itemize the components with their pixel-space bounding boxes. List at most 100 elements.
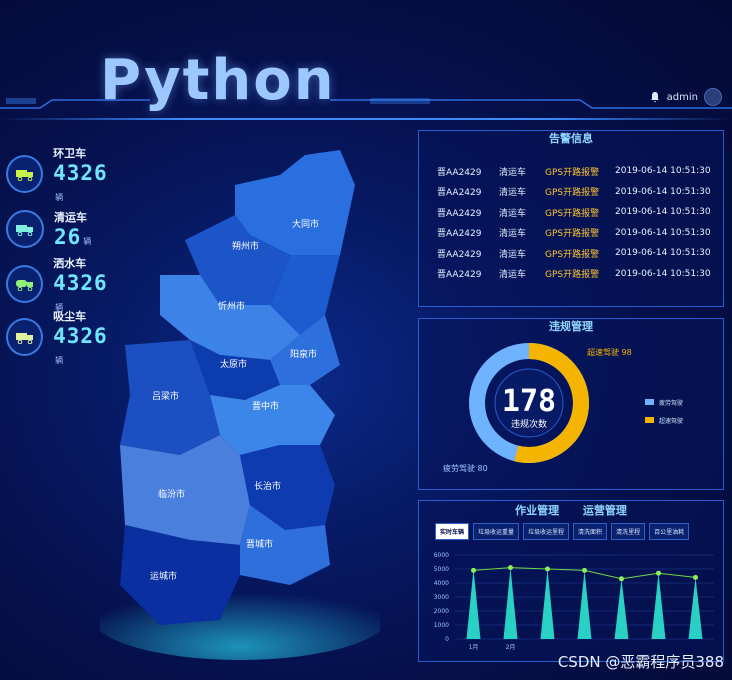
alarm-time: 2019-06-14 10:51:30 [615,227,711,238]
region-jincheng[interactable] [240,505,330,585]
alarm-row[interactable]: 晋AA2429 清运车 GPS开路报警 2019-06-14 10:51:30 [419,243,723,264]
stat-unit: 辆 [55,192,64,202]
violation-donut: 178 违规次数 超速驾驶 98 疲劳驾驶 80 疲劳驾驶 超速驾驶 [443,343,683,473]
map-label: 阳泉市 [290,348,317,360]
alarm-type: 清运车 [499,249,527,260]
map-label: 大同市 [292,218,319,230]
alarm-time: 2019-06-14 10:51:30 [615,207,711,218]
alarm-row[interactable]: 晋AA2429 清运车 GPS开路报警 2019-06-14 10:51:30 [419,161,723,182]
chart-point [471,567,476,573]
sprinkler-truck-icon [6,265,44,303]
region-jinzhong[interactable] [210,385,335,455]
stat-name: 环卫车 [53,146,87,160]
stat-unit: 辆 [55,302,64,312]
violation-total-label: 违规次数 [511,418,547,430]
alarm-row[interactable]: 晋AA2429 清运车 GPS开路报警 2019-06-14 10:51:30 [419,182,723,203]
user-area[interactable]: admin [649,88,722,106]
chart-bar [651,573,666,639]
alarm-list: 晋AA2429 清运车 GPS开路报警 2019-06-14 10:51:30 晋AA2… [419,161,723,284]
alarm-plate: 晋AA2429 [437,167,482,178]
alarm-alarm: GPS开路报警 [545,249,600,260]
stat-count: 4326 [53,323,108,348]
map-label: 长治市 [254,480,281,492]
stat-unit: 辆 [83,237,92,246]
y-tick-label: 6000 [434,552,449,559]
stat-sprinkler-truck: 洒水车 4326 辆 [6,257,116,312]
vacuum-truck-icon [6,318,44,356]
map-label: 忻州市 [218,300,245,312]
region-taiyuan[interactable] [190,340,280,400]
region-yuncheng[interactable] [120,525,240,625]
alarm-panel: 告警信息 晋AA2429 清运车 GPS开路报警 2019-06-14 10:51:3… [418,130,724,307]
map-label: 太原市 [220,358,247,370]
alarm-type: 清运车 [499,208,527,219]
alarm-plate: 晋AA2429 [437,208,482,219]
alarm-type: 清运车 [499,188,527,199]
region-shuozhou[interactable] [185,215,290,305]
region-changzhi[interactable] [240,445,335,530]
bell-icon[interactable] [649,91,661,103]
alarm-panel-title: 告警信息 [549,132,593,145]
alarm-row[interactable]: 晋AA2429 清运车 GPS开路报警 2019-06-14 10:51:30 [419,223,723,244]
subtab-0[interactable]: 实时车辆 [435,523,470,540]
stat-count: 4326 [53,160,108,185]
username[interactable]: admin [666,91,698,103]
alarm-time: 2019-06-14 10:51:30 [615,166,711,177]
chart-bar [614,578,629,639]
alarm-row[interactable]: 晋AA2429 清运车 GPS开路报警 2019-06-14 10:51:30 [419,202,723,223]
stat-count: 26 [54,225,82,249]
chart-bar [540,569,555,639]
violation-panel-title: 违规管理 [549,320,593,333]
stat-count: 4326 [53,270,108,295]
tab-work-management[interactable]: 作业管理 [515,504,560,517]
alarm-row[interactable]: 晋AA2429 清运车 GPS开路报警 2019-06-14 10:51:30 [419,264,723,285]
page-title: Python [100,48,336,113]
donut-center [494,368,564,438]
x-tick-label: 1月 [469,644,479,651]
map-label: 晋城市 [246,538,273,550]
subtab-5[interactable]: 百公里油耗 [649,523,690,540]
subtab-2[interactable]: 垃圾收运里程 [523,523,570,540]
map-label: 临汾市 [158,488,185,500]
alarm-alarm: GPS开路报警 [545,208,600,219]
speed-annotation: 超速驾驶 98 [587,347,632,357]
stat-vacuum-truck: 吸尘车 4326 辆 [6,310,116,365]
violation-panel: 违规管理 178 违规次数 超速驾驶 98 疲劳驾驶 80 疲劳驾驶 超速驾驶 [418,318,724,490]
ops-chart: 6000 5000 4000 3000 2000 1000 0 1月 2月 [434,552,714,651]
alarm-type: 清运车 [499,229,527,240]
chart-point [656,570,661,576]
subtab-4[interactable]: 清洗里程 [611,523,646,540]
watermark: CSDN @恶霸程序员388 [557,653,724,671]
region-lvliang[interactable] [120,340,220,455]
y-tick-label: 1000 [434,622,449,629]
y-tick-label: 3000 [434,594,449,601]
chart-point [693,574,698,580]
map-label: 运城市 [150,570,177,582]
region-yangquan[interactable] [270,315,340,385]
region-datong[interactable] [235,150,355,255]
alarm-time: 2019-06-14 10:51:30 [615,186,711,197]
transport-truck-icon [6,210,44,248]
ops-subtabs: 实时车辆 垃圾收运重量 垃圾收运里程 清洗面积 清洗里程 百公里油耗 [435,523,690,540]
alarm-time: 2019-06-14 10:51:30 [615,248,711,259]
legend-speed-swatch [645,417,654,423]
alarm-alarm: GPS开路报警 [545,229,600,240]
region-linfen[interactable] [120,435,250,545]
alarm-time: 2019-06-14 10:51:30 [615,268,711,279]
chart-bar [688,577,703,639]
stat-name: 清运车 [54,211,87,224]
y-tick-label: 2000 [434,608,449,615]
map-label: 朔州市 [232,240,259,252]
y-tick-label: 5000 [434,566,449,573]
region-xinzhou[interactable] [160,275,300,360]
chart-bar [503,567,518,639]
violation-total: 178 [502,384,556,419]
subtab-3[interactable]: 清洗面积 [573,523,608,540]
subtab-1[interactable]: 垃圾收运重量 [473,523,520,540]
stat-unit: 辆 [55,355,64,365]
alarm-alarm: GPS开路报警 [545,270,600,281]
tab-ops-management[interactable]: 运营管理 [582,504,627,517]
header-divider [0,118,732,120]
region-yangquan-north[interactable] [270,255,340,335]
avatar[interactable] [704,88,722,106]
